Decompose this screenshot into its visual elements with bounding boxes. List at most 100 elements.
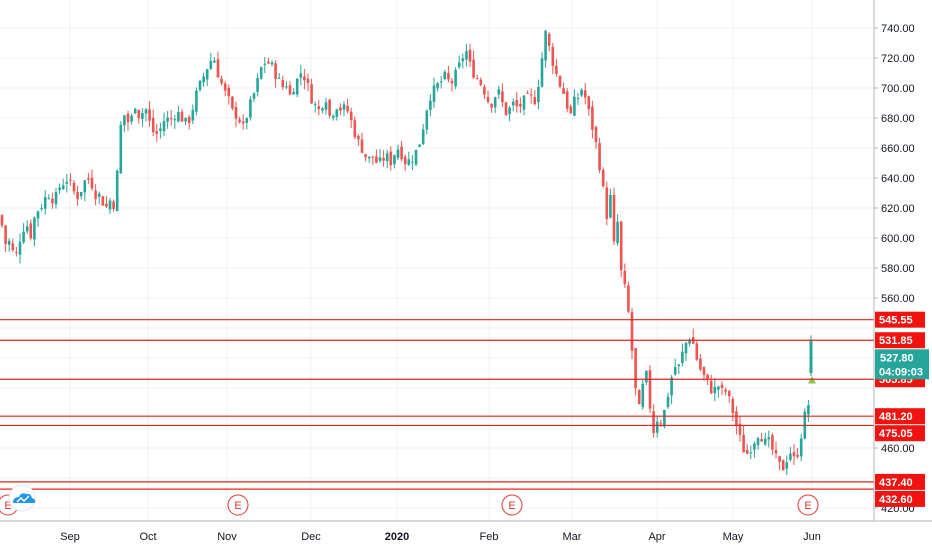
candle-down — [483, 86, 486, 95]
candle-down — [475, 78, 479, 80]
candle-up — [508, 107, 511, 115]
earnings-marker-1[interactable]: E — [227, 494, 249, 516]
candle-down — [760, 439, 763, 442]
candle-up — [18, 241, 22, 255]
x-tick-label: Oct — [139, 531, 156, 543]
level-badge-4-text: 475.05 — [879, 428, 913, 440]
candle-down — [727, 390, 731, 397]
candle-up — [493, 97, 497, 108]
candle-down — [69, 179, 72, 181]
candle-up — [497, 89, 501, 95]
candle-down — [601, 169, 605, 187]
candle-up — [313, 104, 317, 106]
candle-up — [411, 161, 414, 163]
candle-up — [407, 159, 411, 165]
candle-up — [573, 96, 576, 116]
candle-down — [94, 190, 97, 200]
candle-up — [663, 409, 666, 427]
grid-lines — [0, 0, 874, 521]
candle-up — [162, 121, 166, 132]
earnings-circle — [797, 494, 819, 516]
candle-down — [231, 96, 234, 109]
candle-up — [213, 60, 216, 63]
candle-up — [396, 149, 400, 158]
x-tick-label: Jun — [803, 531, 821, 543]
candle-up — [285, 86, 288, 88]
cloud-logo-icon[interactable] — [8, 484, 36, 512]
y-tick-label: 600.00 — [881, 233, 915, 245]
candle-down — [346, 105, 349, 112]
candle-up — [688, 339, 691, 344]
candle-up — [173, 119, 177, 121]
candle-up — [61, 185, 65, 190]
candle-down — [637, 390, 641, 405]
candle-down — [223, 83, 227, 91]
candle-down — [551, 46, 555, 67]
candle-up — [414, 149, 418, 165]
candle-down — [731, 398, 735, 414]
candle-down — [738, 423, 742, 435]
candle-up — [299, 73, 303, 78]
candle-down — [148, 109, 151, 121]
candle-up — [209, 60, 213, 70]
candle-down — [547, 33, 551, 46]
candle-down — [583, 90, 587, 98]
candle-down — [526, 92, 529, 94]
y-tick-label: 680.00 — [881, 113, 915, 125]
candle-down — [533, 97, 537, 105]
candle-up — [47, 198, 51, 200]
candle-up — [785, 462, 789, 469]
horizontal-levels[interactable] — [0, 319, 874, 490]
candle-down — [375, 156, 378, 163]
candle-up — [65, 181, 69, 184]
candle-up — [522, 95, 526, 110]
candle-up — [331, 115, 335, 118]
candle-up — [378, 157, 382, 161]
earnings-marker-3[interactable]: E — [797, 494, 819, 516]
earnings-marker-2[interactable]: E — [501, 494, 523, 516]
candle-current — [809, 340, 813, 373]
candle-down — [591, 106, 594, 130]
candle-up — [717, 386, 720, 390]
candle-up — [645, 370, 648, 383]
candle-up — [576, 97, 580, 100]
candle-down — [353, 120, 357, 138]
candle-down — [155, 130, 159, 134]
candle-up — [684, 342, 688, 354]
level-badge-6-bg — [875, 490, 925, 507]
level-badge-5-bg — [875, 473, 925, 490]
candle-up — [245, 118, 249, 123]
candle-up — [443, 71, 447, 79]
candle-up — [432, 85, 436, 102]
candle-down — [317, 106, 321, 110]
candle-up — [544, 30, 547, 61]
candle-up — [295, 78, 299, 95]
level-badge-0-bg — [875, 311, 925, 328]
candle-up — [177, 111, 180, 122]
candle-down — [529, 94, 533, 96]
candle-up — [789, 453, 792, 460]
candle-down — [267, 61, 270, 64]
candle-down — [306, 78, 310, 84]
x-axis[interactable]: Sep Oct Nov Dec 2020 Feb Mar Apr May Jun — [60, 531, 821, 543]
level-badge-1-bg — [875, 332, 925, 349]
candle-up — [807, 405, 810, 415]
level-badge-5: 437.40 — [875, 473, 925, 490]
candle-down — [627, 285, 630, 312]
candle-down — [169, 118, 173, 120]
candle-down — [220, 78, 223, 84]
candle-down — [87, 178, 90, 180]
candle-down — [15, 252, 18, 254]
y-tick-label: 460.00 — [881, 443, 915, 455]
candle-up — [205, 69, 209, 80]
candle-up — [108, 200, 112, 210]
candle-up — [767, 437, 771, 440]
candle-up — [609, 194, 612, 218]
level-badge-6: 432.60 — [875, 490, 925, 507]
x-tick-label: Dec — [301, 531, 321, 543]
candle-up — [256, 77, 259, 92]
candle-up — [457, 62, 461, 68]
